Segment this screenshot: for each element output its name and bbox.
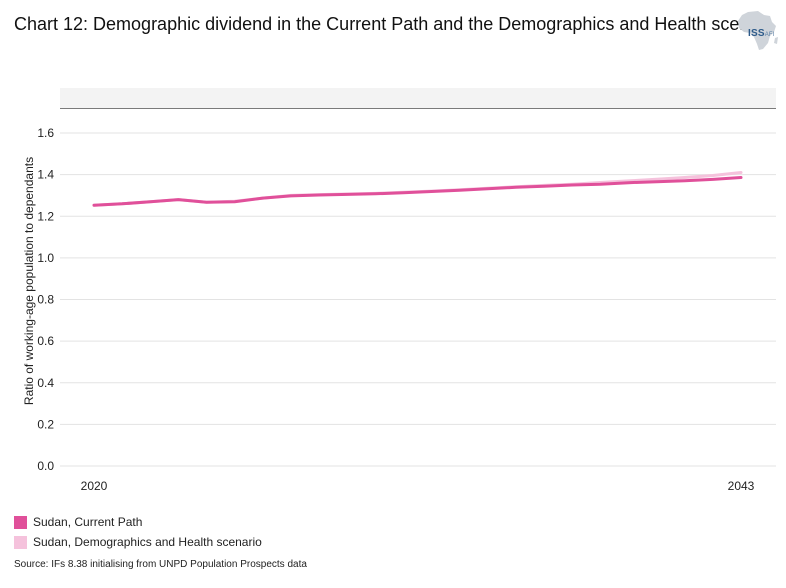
africa-map-icon [738, 11, 778, 50]
x-tick-labels: 2020 2043 [81, 479, 755, 493]
x-tick-label: 2020 [81, 479, 108, 493]
y-tick-labels: 0.0 0.2 0.4 0.6 0.8 1.0 1.2 1.4 1.6 [37, 126, 54, 473]
chart-title: Chart 12: Demographic dividend in the Cu… [14, 14, 760, 34]
x-tick-label: 2043 [728, 479, 755, 493]
legend-label: Sudan, Demographics and Health scenario [33, 535, 262, 549]
y-tick-label: 0.6 [37, 334, 54, 348]
y-tick-label: 0.4 [37, 376, 54, 390]
legend-item-current-path[interactable]: Sudan, Current Path [14, 512, 262, 532]
y-tick-label: 0.2 [37, 417, 54, 431]
y-tick-label: 1.2 [37, 209, 54, 223]
series-lines [92, 171, 743, 207]
legend-swatch [14, 535, 27, 549]
y-tick-label: 0.0 [37, 459, 54, 473]
legend: Sudan, Current Path Sudan, Demographics … [14, 512, 262, 552]
logo-text: ISSAFI [748, 28, 775, 39]
source-note: Source: IFs 8.38 initialising from UNPD … [14, 559, 307, 570]
legend-swatch [14, 515, 27, 529]
y-tick-label: 1.6 [37, 126, 54, 140]
y-tick-label: 0.8 [37, 293, 54, 307]
y-axis-label: Ratio of working-age population to depen… [22, 157, 36, 405]
series-line-current-path[interactable] [92, 176, 743, 207]
gridlines [60, 132, 776, 467]
logo-main: ISS [748, 28, 765, 39]
legend-label: Sudan, Current Path [33, 515, 143, 529]
chart-top-band [60, 88, 776, 109]
y-tick-label: 1.4 [37, 168, 54, 182]
legend-item-demographics-health[interactable]: Sudan, Demographics and Health scenario [14, 532, 262, 552]
y-tick-label: 1.0 [37, 251, 54, 265]
logo-sub: AFI [764, 32, 775, 38]
